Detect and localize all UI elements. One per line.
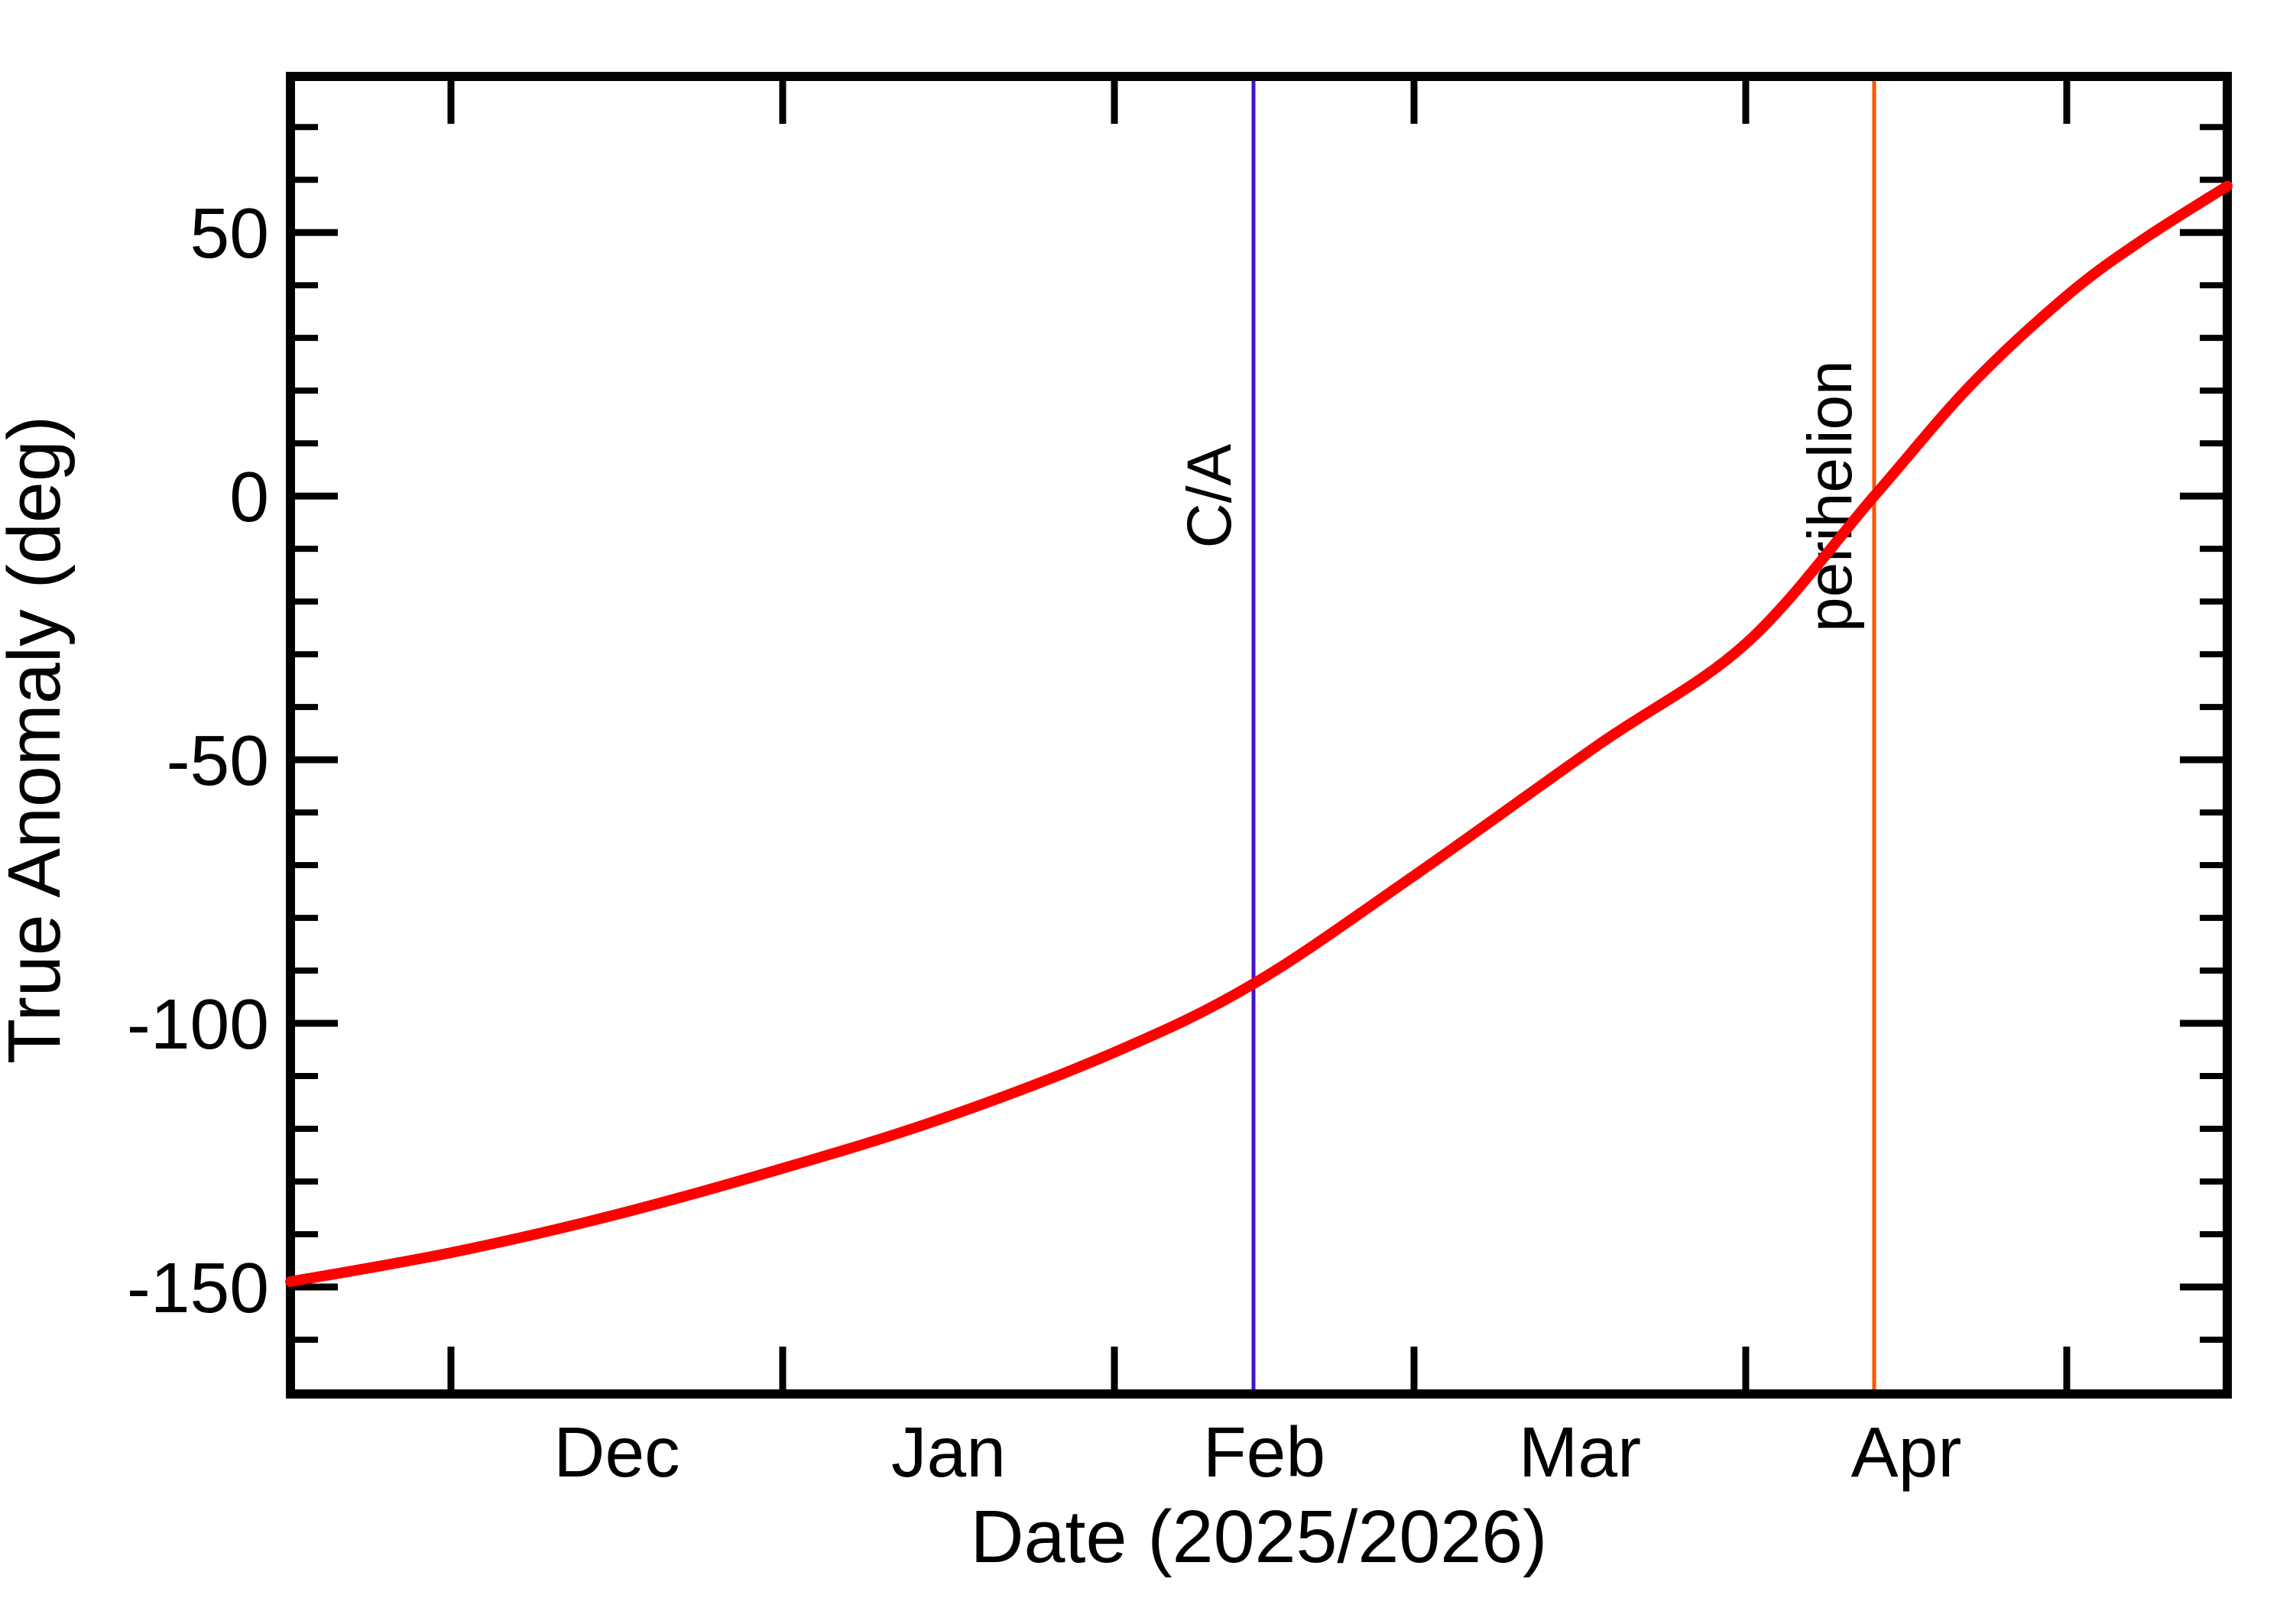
y-axis-title: True Anomaly (deg) — [0, 416, 76, 1064]
annotation-label-perihelion: perihelion — [1795, 360, 1865, 632]
true-anomaly-curve — [285, 180, 2233, 1288]
y-tick-label: -150 — [127, 1248, 269, 1327]
y-tick-label: -100 — [127, 984, 269, 1064]
y-tick-label: 0 — [229, 457, 269, 536]
x-axis-title: Date (2025/2026) — [971, 1495, 1548, 1578]
x-month-label: Mar — [1519, 1412, 1641, 1492]
annotation-label-ca: C/A — [1175, 443, 1244, 548]
y-tick-label: 50 — [190, 193, 269, 273]
plot-frame — [286, 72, 2232, 1399]
x-month-label: Apr — [1851, 1412, 1962, 1492]
x-month-label: Dec — [553, 1412, 679, 1492]
x-month-label: Jan — [891, 1412, 1006, 1492]
y-tick-label: -50 — [167, 721, 269, 800]
x-month-label: Feb — [1203, 1412, 1325, 1492]
